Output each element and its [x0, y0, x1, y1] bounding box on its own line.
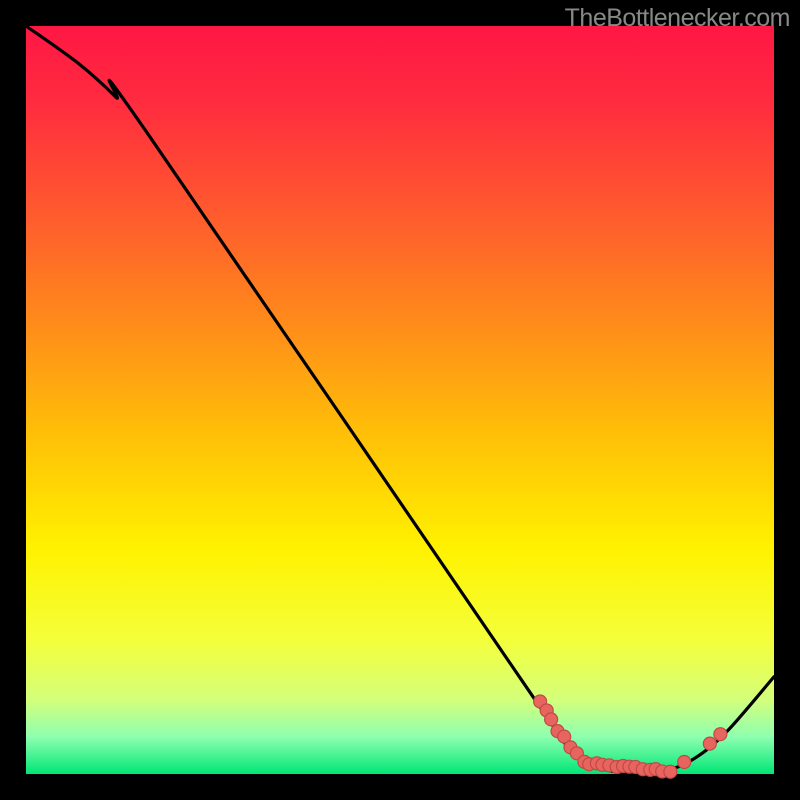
curve-marker: [664, 765, 677, 778]
curve-marker: [714, 728, 727, 741]
curve-marker: [678, 756, 691, 769]
plot-background: [26, 26, 774, 774]
curve-marker: [545, 713, 558, 726]
bottleneck-chart: [0, 0, 800, 800]
curve-marker: [703, 737, 716, 750]
watermark-text: TheBottlenecker.com: [565, 4, 790, 33]
